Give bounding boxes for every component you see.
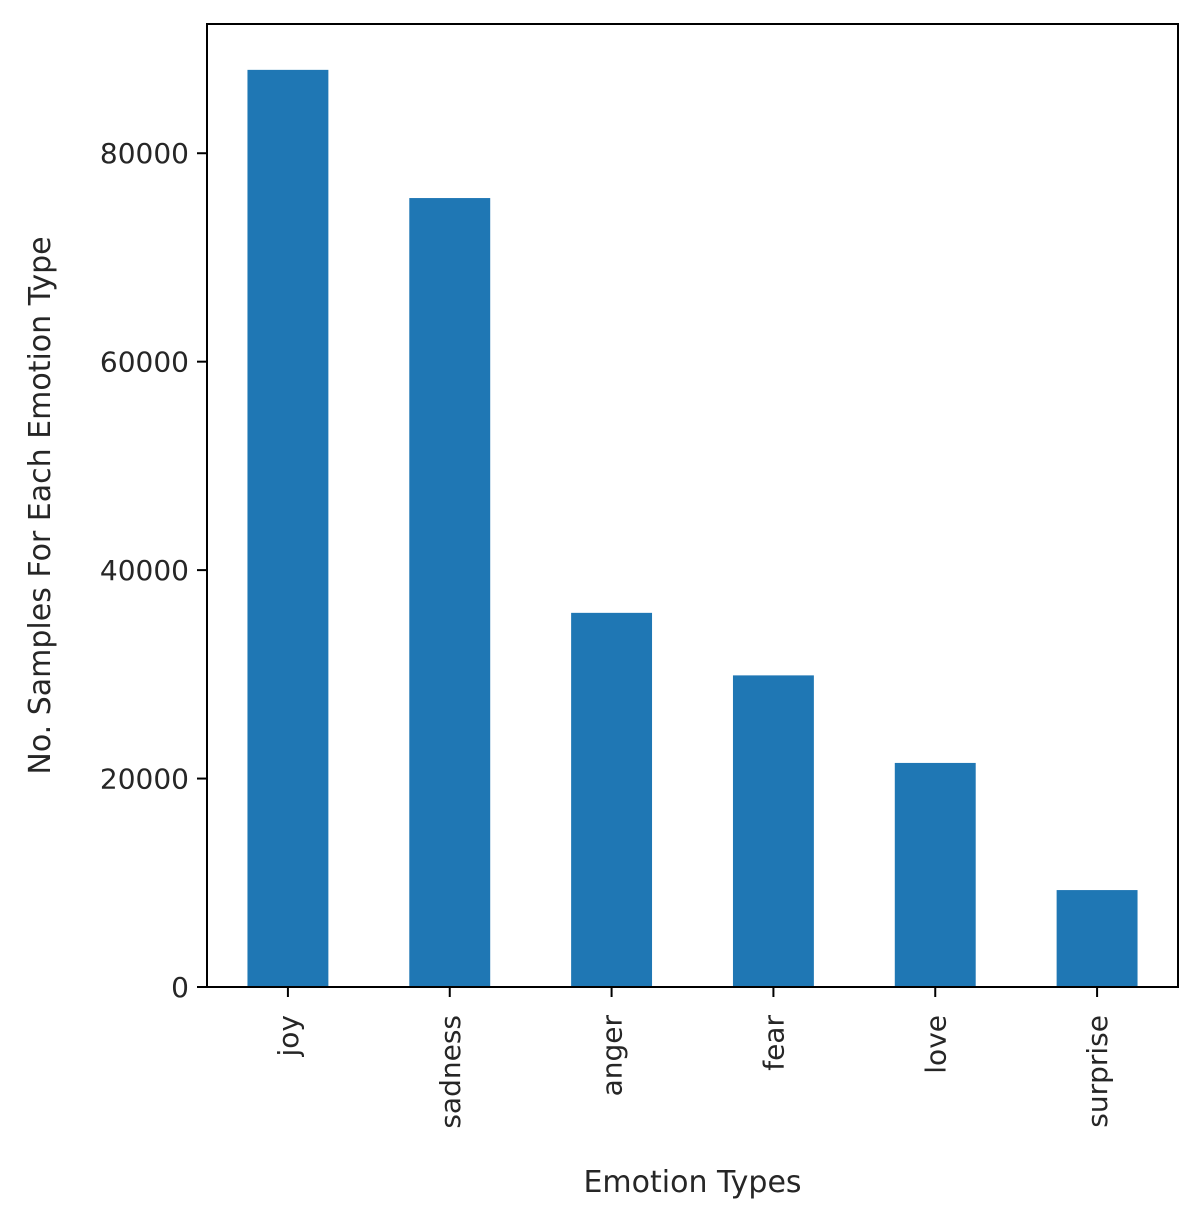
- bar-fear: [732, 675, 814, 987]
- x-tick-label-anger: anger: [596, 1015, 629, 1097]
- y-tick-label: 0: [171, 971, 189, 1004]
- bar-surprise: [1056, 890, 1138, 987]
- plot-frame: [206, 23, 1179, 988]
- x-tick-label-fear: fear: [757, 1015, 790, 1071]
- bar-joy: [247, 69, 329, 988]
- x-tick-label-sadness: sadness: [434, 1015, 467, 1129]
- y-axis-label: No. Samples For Each Emotion Type: [23, 236, 58, 774]
- bars-layer: [247, 69, 1138, 988]
- bar-sadness: [409, 198, 491, 987]
- y-tick-label: 40000: [100, 554, 189, 587]
- bar-anger: [571, 612, 653, 987]
- x-tick-label-love: love: [919, 1015, 952, 1074]
- x-axis-label: Emotion Types: [583, 1165, 801, 1200]
- y-axis: 0 20000 40000 60000 80000: [100, 137, 207, 1004]
- x-axis: joy sadness anger fear love surprise: [272, 987, 1114, 1129]
- bar-love: [894, 762, 976, 987]
- y-tick-label: 20000: [100, 763, 189, 796]
- x-tick-label-surprise: surprise: [1081, 1015, 1114, 1128]
- y-tick-label: 80000: [100, 137, 189, 170]
- y-tick-label: 60000: [100, 346, 189, 379]
- x-tick-label-joy: joy: [272, 1015, 305, 1057]
